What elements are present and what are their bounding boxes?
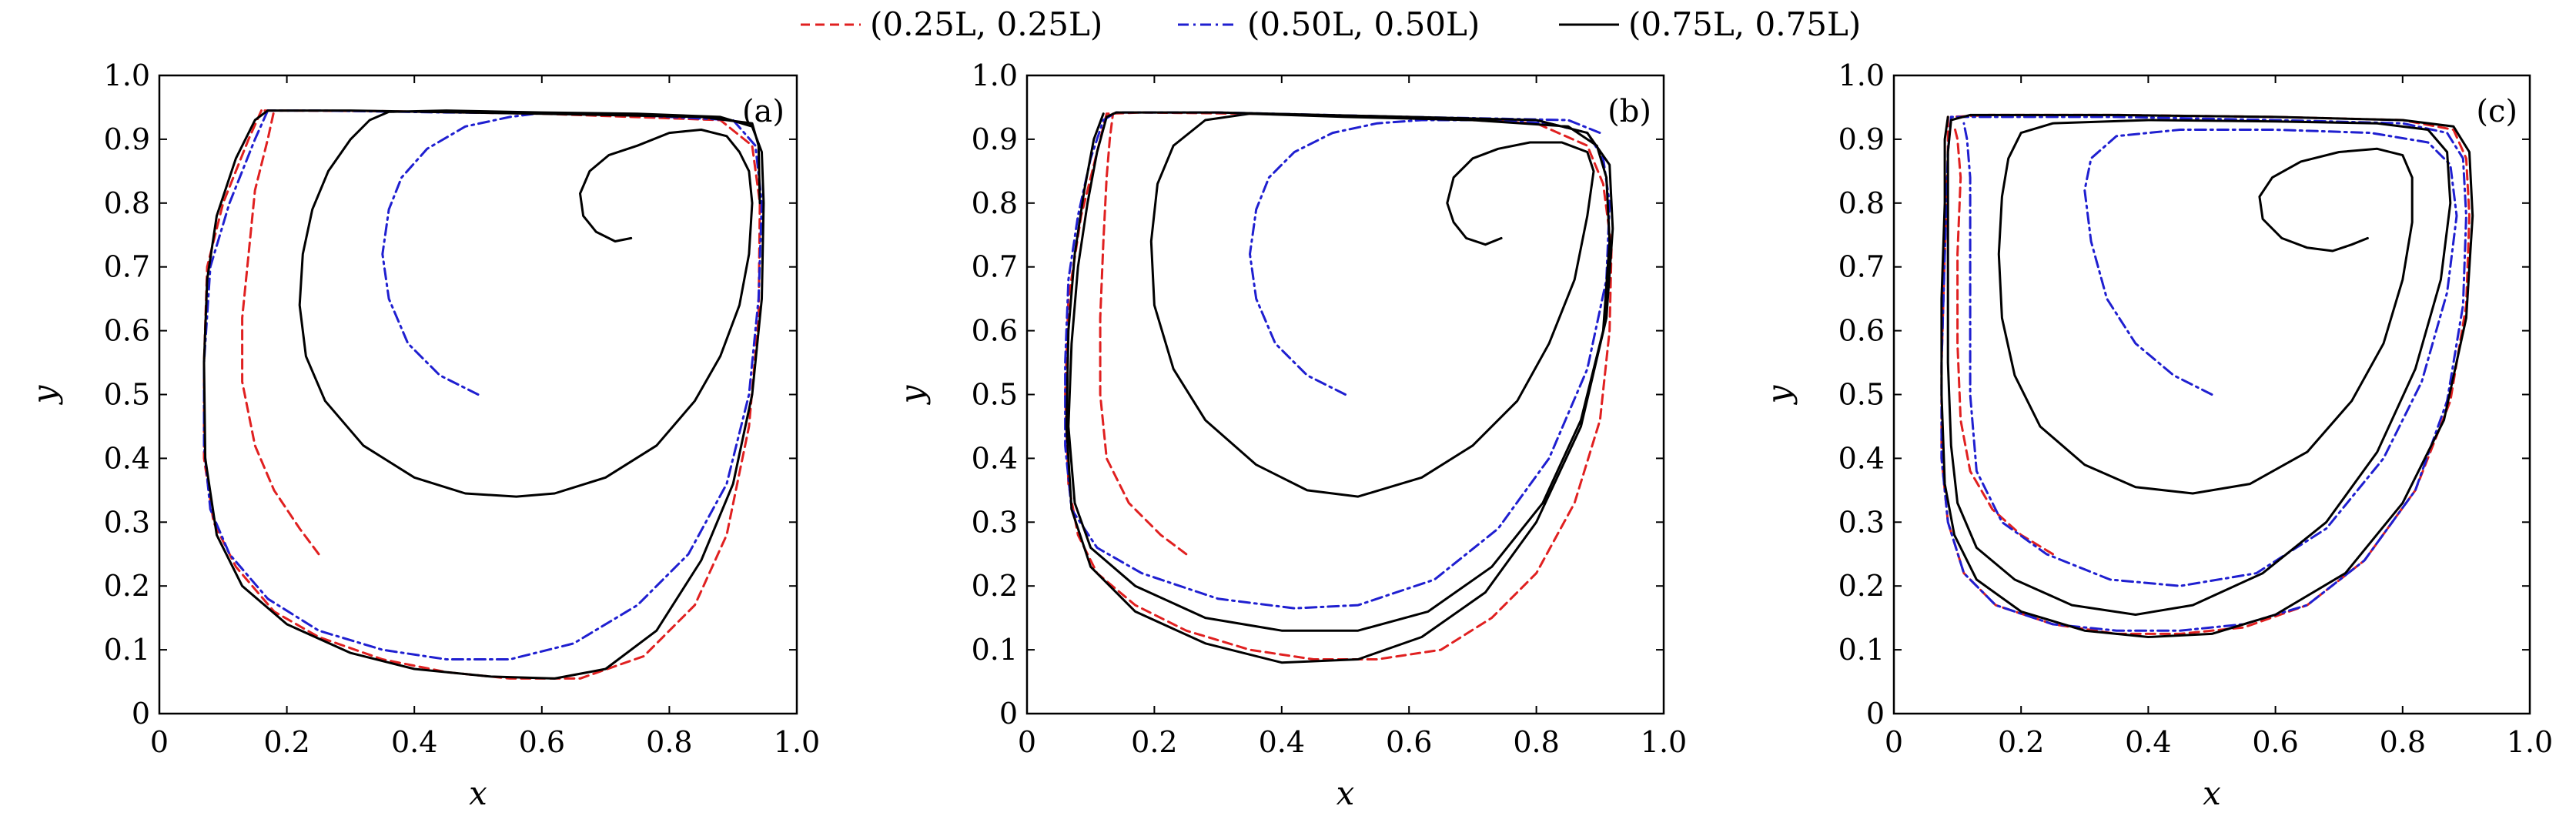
y-tick-label: 0.8 (104, 186, 150, 220)
panel-label: (a) (742, 94, 785, 129)
legend-black-label: (0.75L, 0.75L) (1628, 5, 1861, 43)
y-axis-label: y (893, 384, 931, 405)
series-2-3 (1940, 115, 2467, 632)
x-tick-label: 0.2 (263, 725, 309, 759)
panel-label: (b) (1607, 94, 1651, 129)
y-tick-label: 0 (132, 697, 150, 731)
y-tick-label: 0 (1866, 697, 1885, 731)
y-tick-label: 0.4 (104, 441, 150, 475)
y-tick-label: 0.3 (1838, 505, 1885, 539)
y-tick-label: 0 (999, 697, 1018, 731)
y-tick-label: 0.6 (104, 314, 150, 348)
y-tick-label: 1.0 (104, 59, 150, 92)
x-axis-label: x (2203, 774, 2221, 812)
x-tick-label: 1.0 (2507, 725, 2553, 759)
y-tick-label: 0.7 (104, 250, 150, 284)
x-tick-label: 0.6 (1386, 725, 1432, 759)
series-2-0 (1953, 125, 2054, 556)
x-tick-label: 0.4 (2125, 725, 2171, 759)
x-tick-label: 0.8 (646, 725, 692, 759)
y-tick-label: 0.5 (972, 378, 1018, 412)
y-tick-label: 0.5 (104, 378, 150, 412)
x-tick-label: 0.8 (1513, 725, 1559, 759)
y-tick-label: 0.1 (972, 633, 1018, 667)
x-tick-label: 0 (1018, 725, 1036, 759)
y-tick-label: 0.1 (1838, 633, 1885, 667)
legend-blue-label: (0.50L, 0.50L) (1247, 5, 1480, 43)
x-tick-label: 0.6 (2252, 725, 2298, 759)
y-tick-label: 0.6 (972, 314, 1018, 348)
x-tick-label: 0.2 (1131, 725, 1177, 759)
series-0-1 (202, 109, 761, 680)
y-tick-label: 0.3 (104, 505, 150, 539)
legend: (0.25L, 0.25L) (0.50L, 0.50L) (0.75L, 0.… (801, 5, 1861, 43)
y-tick-label: 0.4 (1838, 441, 1885, 475)
x-tick-label: 0.4 (1259, 725, 1305, 759)
series-2-1 (1940, 113, 2471, 635)
series-2-2 (1962, 122, 2458, 587)
x-tick-label: 1.0 (1641, 725, 1687, 759)
series-1-3 (1065, 111, 1614, 664)
series-0-2 (381, 112, 537, 396)
y-tick-label: 0.2 (1838, 569, 1885, 603)
y-tick-label: 0.7 (1838, 250, 1885, 284)
y-tick-label: 0.2 (104, 569, 150, 603)
y-tick-label: 0.2 (972, 569, 1018, 603)
x-tick-label: 0.4 (391, 725, 437, 759)
x-tick-label: 0.2 (1998, 725, 2044, 759)
series-2-4 (1940, 113, 2474, 638)
y-tick-label: 0.6 (1838, 314, 1885, 348)
y-tick-label: 0.8 (1838, 186, 1885, 220)
series-0-0 (241, 109, 320, 556)
y-tick-label: 0.5 (1838, 378, 1885, 412)
series-1-0 (1099, 112, 1188, 556)
series-0-4 (202, 109, 765, 680)
y-tick-label: 0.1 (104, 633, 150, 667)
y-tick-label: 0.4 (972, 441, 1018, 475)
panel-a: 0 0.2 0.4 0.6 0.8 1.0 0 0.1 0.2 0.3 0.4 0.5 0.6 0.7 0.… (25, 59, 820, 812)
x-axis-label: x (469, 774, 487, 812)
y-tick-label: 0.9 (104, 122, 150, 156)
panel-b: 0 0.2 0.4 0.6 0.8 1.0 0 0.1 0.2 0.3 0.4 0.5 0.6 0.7 0.… (893, 59, 1687, 812)
y-tick-label: 0.7 (972, 250, 1018, 284)
panel-c: 0 0.2 0.4 0.6 0.8 1.0 0 0.1 0.2 0.3 0.4 0.5 0.6 0.7 0.… (1760, 59, 2553, 812)
y-tick-label: 0.3 (972, 505, 1018, 539)
x-tick-label: 0 (150, 725, 169, 759)
y-axis-label: y (1760, 384, 1798, 405)
y-axis-label: y (25, 384, 63, 405)
y-tick-label: 0.9 (1838, 122, 1885, 156)
series-1-1 (1064, 111, 1613, 660)
y-tick-label: 0.8 (972, 186, 1018, 220)
legend-red-label: (0.25L, 0.25L) (870, 5, 1102, 43)
series-0-3 (202, 109, 763, 660)
y-tick-label: 1.0 (972, 59, 1018, 92)
y-tick-label: 0.9 (972, 122, 1018, 156)
x-tick-label: 0.8 (2380, 725, 2426, 759)
panel-label: (c) (2476, 94, 2517, 129)
x-tick-label: 0.6 (519, 725, 565, 759)
x-tick-label: 0 (1885, 725, 1903, 759)
x-tick-label: 1.0 (774, 725, 820, 759)
x-axis-label: x (1337, 774, 1355, 812)
y-tick-label: 1.0 (1838, 59, 1885, 92)
